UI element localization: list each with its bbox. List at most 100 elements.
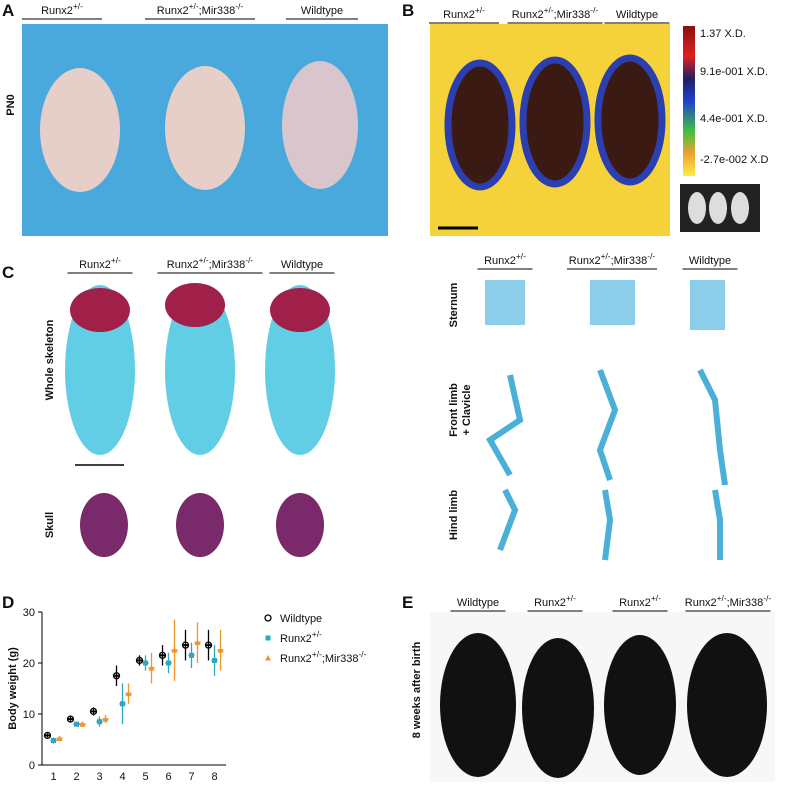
mean-point [74, 721, 79, 727]
group-label: Wildtype [689, 255, 731, 267]
x-tick-label: 7 [188, 771, 194, 783]
row-label: + Clavicle [461, 384, 473, 435]
y-tick-label: 20 [23, 658, 35, 670]
group-label: Runx2+/- [79, 255, 121, 271]
mean-point [158, 651, 167, 659]
legend-marker [265, 635, 271, 641]
group-label: Wildtype [457, 597, 499, 609]
x-tick-label: 8 [211, 771, 217, 783]
group-label: Runx2+/-;Mir338-/- [569, 251, 656, 267]
mean-point [89, 707, 98, 716]
scale-label: -2.7e-002 X.D [700, 154, 769, 166]
group-label: Runx2+/-;Mir338-/- [512, 5, 599, 21]
x-tick-label: 3 [96, 771, 102, 783]
mean-point [181, 641, 190, 649]
label-part: Wildtype [280, 613, 322, 625]
panel-letter: C [2, 263, 14, 282]
row-label: Whole skeleton [44, 319, 56, 400]
label-part: +/- [73, 1, 83, 11]
panel-letter: A [2, 1, 14, 20]
label-part: -/- [235, 1, 243, 11]
mice-e [440, 633, 767, 778]
mean-point [43, 731, 52, 740]
label-part: Runx2 [569, 255, 601, 267]
label-part: +/- [601, 251, 611, 261]
mean-point [212, 657, 217, 663]
group-label: Runx2+/- [484, 251, 526, 267]
x-tick-label: 2 [73, 771, 79, 783]
legend-marker [264, 614, 272, 622]
label-part: Wildtype [457, 597, 499, 609]
group-label: Wildtype [301, 5, 343, 17]
x-tick-label: 6 [165, 771, 171, 783]
group-label: Wildtype [281, 259, 323, 271]
mean-point [204, 641, 213, 649]
label-part: +/- [189, 1, 199, 11]
legend-label: Runx2+/-;Mir338-/- [280, 649, 367, 665]
row-label: Hind limb [448, 490, 460, 540]
label-part: ;Mir338 [554, 9, 591, 21]
y-tick-label: 10 [23, 709, 35, 721]
row-label: Skull [44, 512, 56, 538]
scale-label: 9.1e-001 X.D. [700, 66, 768, 78]
group-label: Runx2+/-;Mir338-/- [167, 255, 254, 271]
mean-point [143, 660, 148, 666]
group-label: Runx2+/- [534, 593, 576, 609]
label-part: Runx2 [79, 259, 111, 271]
mean-point [125, 690, 132, 697]
color-bar [683, 26, 695, 176]
group-label: Runx2+/- [41, 1, 83, 17]
panel-letter: B [402, 1, 414, 20]
label-part: Runx2 [443, 9, 475, 21]
mean-point [189, 652, 194, 658]
label-part: +/- [312, 649, 322, 659]
label-part: Runx2 [685, 597, 717, 609]
mean-point [112, 672, 121, 680]
label-part: Wildtype [281, 259, 323, 271]
mean-point [194, 639, 201, 646]
group-label: Runx2+/- [443, 5, 485, 21]
label-part: +/- [717, 593, 727, 603]
mean-point [79, 721, 86, 727]
label-part: +/- [566, 593, 576, 603]
mean-point [135, 656, 144, 665]
row-label: Front limb [448, 383, 460, 437]
label-part: Runx2 [280, 633, 312, 645]
label-part: Wildtype [689, 255, 731, 267]
panel-letter: D [2, 593, 14, 612]
y-tick-label: 30 [23, 607, 35, 619]
mean-point [171, 647, 178, 653]
label-part: -/- [590, 5, 598, 15]
mean-point [120, 701, 125, 707]
label-part: +/- [544, 5, 554, 15]
group-label: Wildtype [616, 9, 658, 21]
row-label: 8 weeks after birth [411, 641, 423, 738]
skeletons [65, 280, 728, 561]
label-part: ;Mir338 [727, 597, 764, 609]
panel-letter: E [402, 593, 413, 612]
label-part: Wildtype [616, 9, 658, 21]
group-label: Runx2+/- [619, 593, 661, 609]
label-part: ;Mir338 [322, 653, 359, 665]
row-label: Sternum [448, 282, 460, 327]
label-part: -/- [763, 593, 771, 603]
label-part: +/- [199, 255, 209, 265]
label-part: Runx2 [534, 597, 566, 609]
x-tick-label: 4 [119, 771, 125, 783]
label-part: Wildtype [301, 5, 343, 17]
label-part: ;Mir338 [199, 5, 236, 17]
label-part: -/- [647, 251, 655, 261]
label-part: Runx2 [280, 653, 312, 665]
y-tick-label: 0 [29, 760, 35, 772]
label-part: Runx2 [484, 255, 516, 267]
label-part: ;Mir338 [209, 259, 246, 271]
label-part: Runx2 [512, 9, 544, 21]
label-part: +/- [475, 5, 485, 15]
mean-point [56, 735, 63, 741]
label-part: +/- [111, 255, 121, 265]
group-label: Runx2+/-;Mir338-/- [157, 1, 244, 17]
label-part: +/- [651, 593, 661, 603]
label-part: ;Mir338 [611, 255, 648, 267]
mean-point [148, 665, 155, 671]
